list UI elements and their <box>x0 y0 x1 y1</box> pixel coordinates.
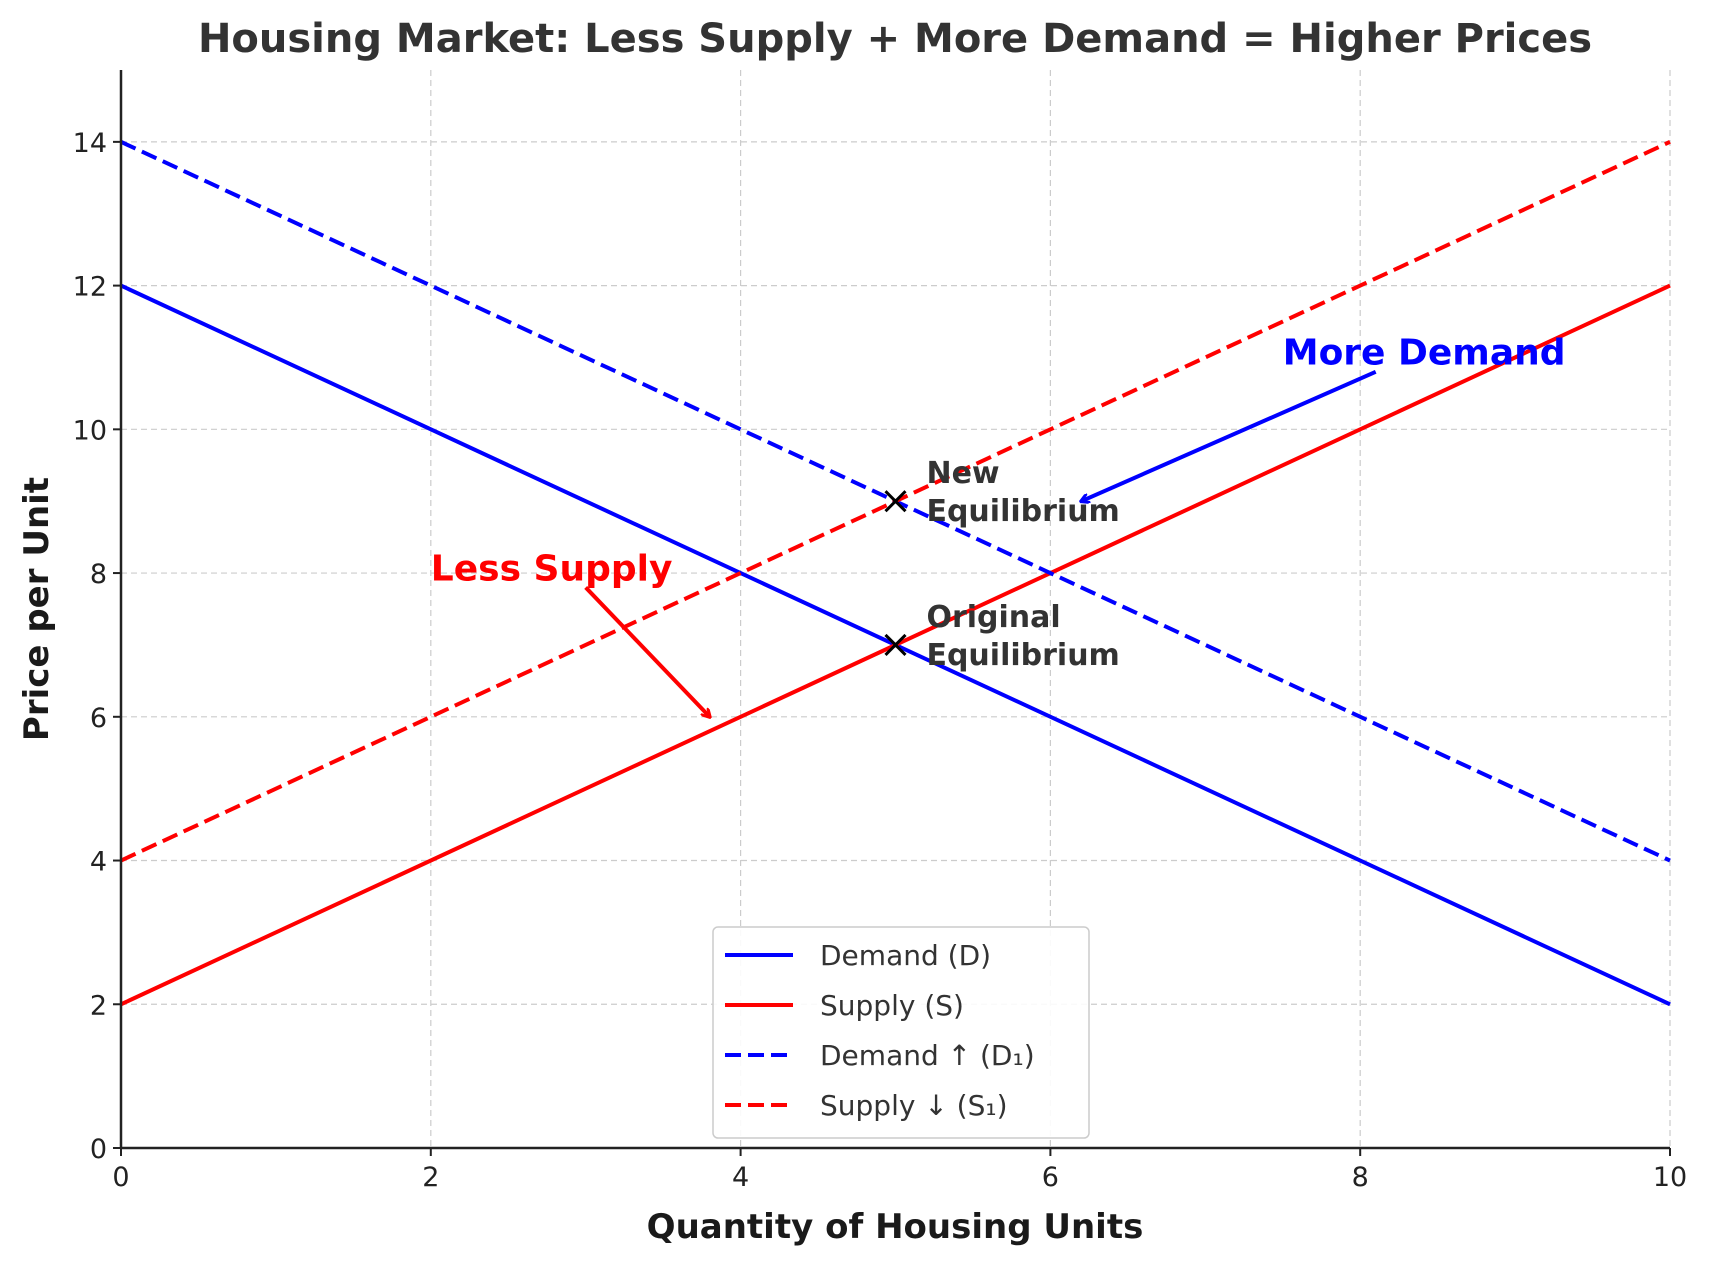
y-tick-label: 12 <box>73 272 107 303</box>
y-tick-label: 2 <box>90 990 107 1021</box>
y-tick-label: 10 <box>73 415 107 446</box>
x-tick-label: 2 <box>422 1162 439 1193</box>
x-axis-label: Quantity of Housing Units <box>647 1207 1144 1247</box>
y-tick-label: 6 <box>90 703 107 734</box>
legend-label-3: Demand ↑ (D₁) <box>820 1039 1035 1072</box>
legend: Demand (D) Supply (S) Demand ↑ (D₁) Supply … <box>712 926 1090 1139</box>
equilibrium-marker <box>884 490 907 513</box>
legend-label-1: Demand (D) <box>820 939 991 972</box>
y-tick-label: 8 <box>90 559 107 590</box>
x-tick-label: 10 <box>1653 1162 1687 1193</box>
annotation-label: More Demand <box>1283 333 1566 374</box>
x-tick-label: 6 <box>1042 1162 1059 1193</box>
y-tick-label: 14 <box>73 128 107 159</box>
y-axis-label: Price per Unit <box>17 477 57 741</box>
x-tick-label: 4 <box>732 1162 749 1193</box>
equilibrium-marker <box>884 633 907 656</box>
x-tick-label: 8 <box>1352 1162 1369 1193</box>
y-tick-label: 4 <box>90 847 107 878</box>
legend-label-4: Supply ↓ (S₁) <box>820 1089 1008 1122</box>
annotation-arrow <box>1081 370 1377 501</box>
annotation-arrow <box>584 586 710 716</box>
legend-label-2: Supply (S) <box>820 989 964 1022</box>
annotation-label: Less Supply <box>431 548 673 589</box>
equilibrium-label: Original Equilibrium <box>926 600 1119 673</box>
equilibrium-label: New Equilibrium <box>926 456 1119 529</box>
x-tick-label: 0 <box>112 1162 129 1193</box>
chart-title: Housing Market: Less Supply + More Deman… <box>198 16 1592 62</box>
y-tick-label: 0 <box>90 1134 107 1165</box>
